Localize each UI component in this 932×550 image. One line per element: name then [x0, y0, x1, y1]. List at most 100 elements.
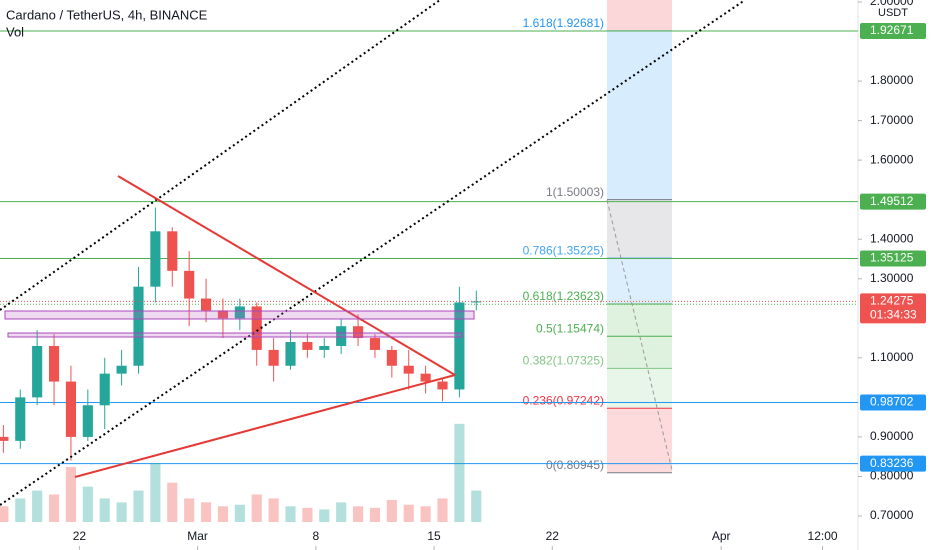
fib-label: 0.5(1.15474): [536, 321, 604, 335]
candle-body: [336, 326, 347, 346]
fib-label: 0(0.80945): [546, 458, 604, 472]
last-price-badge: [860, 293, 926, 324]
fib-zone: [607, 303, 672, 337]
y-tick-label: 1.80000: [870, 73, 914, 87]
volume-bar: [167, 482, 178, 522]
x-tick-label: Apr: [712, 529, 731, 543]
trend-line: [74, 374, 456, 478]
fib-label: 0.618(1.23623): [523, 289, 604, 303]
fib-label: 0.236(0.97242): [523, 393, 604, 407]
candle-body: [352, 326, 364, 339]
candle-body: [15, 397, 26, 441]
y-tick-label: 0.70000: [870, 508, 914, 522]
candle-body: [150, 231, 161, 287]
volume-label: Vol: [6, 24, 24, 39]
x-tick-label: 15: [427, 529, 441, 543]
volume-bar: [234, 504, 245, 522]
candle-body: [268, 349, 279, 366]
level-badge: [860, 250, 926, 267]
level-badge: [860, 394, 926, 411]
candle-body: [369, 338, 381, 350]
x-tick-label: 22: [546, 529, 560, 543]
volume-bar: [150, 463, 161, 522]
fib-label: 1(1.50003): [546, 185, 604, 199]
volume-bar: [437, 498, 448, 522]
level-badge-label: 1.92671: [870, 23, 914, 37]
volume-bar: [454, 423, 465, 522]
volume-bar: [251, 494, 262, 522]
x-tick-label: Mar: [187, 529, 208, 543]
fib-zone: [607, 199, 672, 259]
fib-zone: [607, 0, 672, 31]
candle-body: [454, 302, 465, 390]
candle-body: [403, 365, 414, 374]
y-tick-label: 1.70000: [870, 113, 914, 127]
volume-bar: [200, 502, 212, 522]
fib-label: 0.786(1.35225): [523, 243, 604, 257]
candle-body: [319, 345, 330, 350]
fib-label: 1.618(1.92681): [523, 16, 604, 30]
volume-bar: [32, 490, 43, 522]
candle-body: [251, 306, 262, 350]
candle-body: [167, 231, 178, 271]
volume-bar: [352, 506, 364, 522]
candle-body: [184, 270, 195, 299]
volume-bar: [184, 498, 195, 522]
level-badge: [860, 455, 926, 472]
zone-box: [7, 332, 463, 338]
level-badge: [860, 193, 926, 210]
candle-body: [116, 365, 127, 374]
candle-body: [471, 301, 482, 303]
candle-body: [82, 405, 93, 437]
fib-zone: [607, 336, 672, 369]
volume-bar: [0, 506, 9, 522]
candle-body: [420, 373, 431, 382]
fib-zone: [607, 258, 672, 304]
chart-title: Cardano / TetherUS, 4h, BINANCE: [6, 7, 208, 22]
volume-bar: [48, 494, 60, 522]
zone-box: [4, 310, 475, 320]
grid: [0, 30, 858, 465]
volume-bar: [386, 500, 397, 522]
volume-bar: [285, 506, 296, 522]
fib-zone: [607, 368, 672, 409]
candle-body: [32, 345, 43, 398]
y-tick-label: 0.80000: [870, 469, 914, 483]
volume-bar: [336, 502, 347, 522]
countdown: 01:34:33: [870, 308, 917, 322]
fib-trend: [606, 199, 673, 471]
volume-bar: [65, 467, 77, 522]
candle-body: [302, 342, 313, 350]
candle-body: [386, 349, 397, 366]
channel-line: [0, 0, 746, 506]
x-tick-label: 8: [312, 529, 319, 543]
channel-line: [0, 0, 441, 311]
fib-label: 0.382(1.07325): [523, 354, 604, 368]
marks: [0, 207, 858, 522]
volume-bar: [116, 502, 127, 522]
volume-bar: [471, 490, 482, 522]
candle-body: [217, 310, 229, 319]
candle-body: [48, 345, 60, 382]
volume-bar: [420, 506, 431, 522]
volume-bar: [319, 509, 330, 522]
candle-body: [234, 306, 245, 319]
volume-bar: [99, 498, 110, 522]
volume-bar: [403, 504, 414, 522]
level-badge: [860, 22, 926, 39]
y-tick-label: 1.30000: [870, 271, 914, 285]
volume-bar: [302, 507, 313, 522]
x-tick-label: 22: [73, 529, 87, 543]
level-badge-label: 1.35125: [870, 251, 914, 265]
volume-bar: [268, 498, 279, 522]
y-tick-label: 1.60000: [870, 152, 914, 166]
candle-body: [285, 342, 296, 366]
volume-bar: [369, 507, 381, 522]
axis: 2.00000 1.80000 1.70000 1.60000 1.40000 1.300…: [73, 0, 926, 550]
y-tick-label: 1.10000: [870, 350, 914, 364]
volume-bar: [133, 490, 144, 522]
volume-bar: [15, 498, 26, 522]
last-price-label: 1.24275: [870, 294, 914, 308]
